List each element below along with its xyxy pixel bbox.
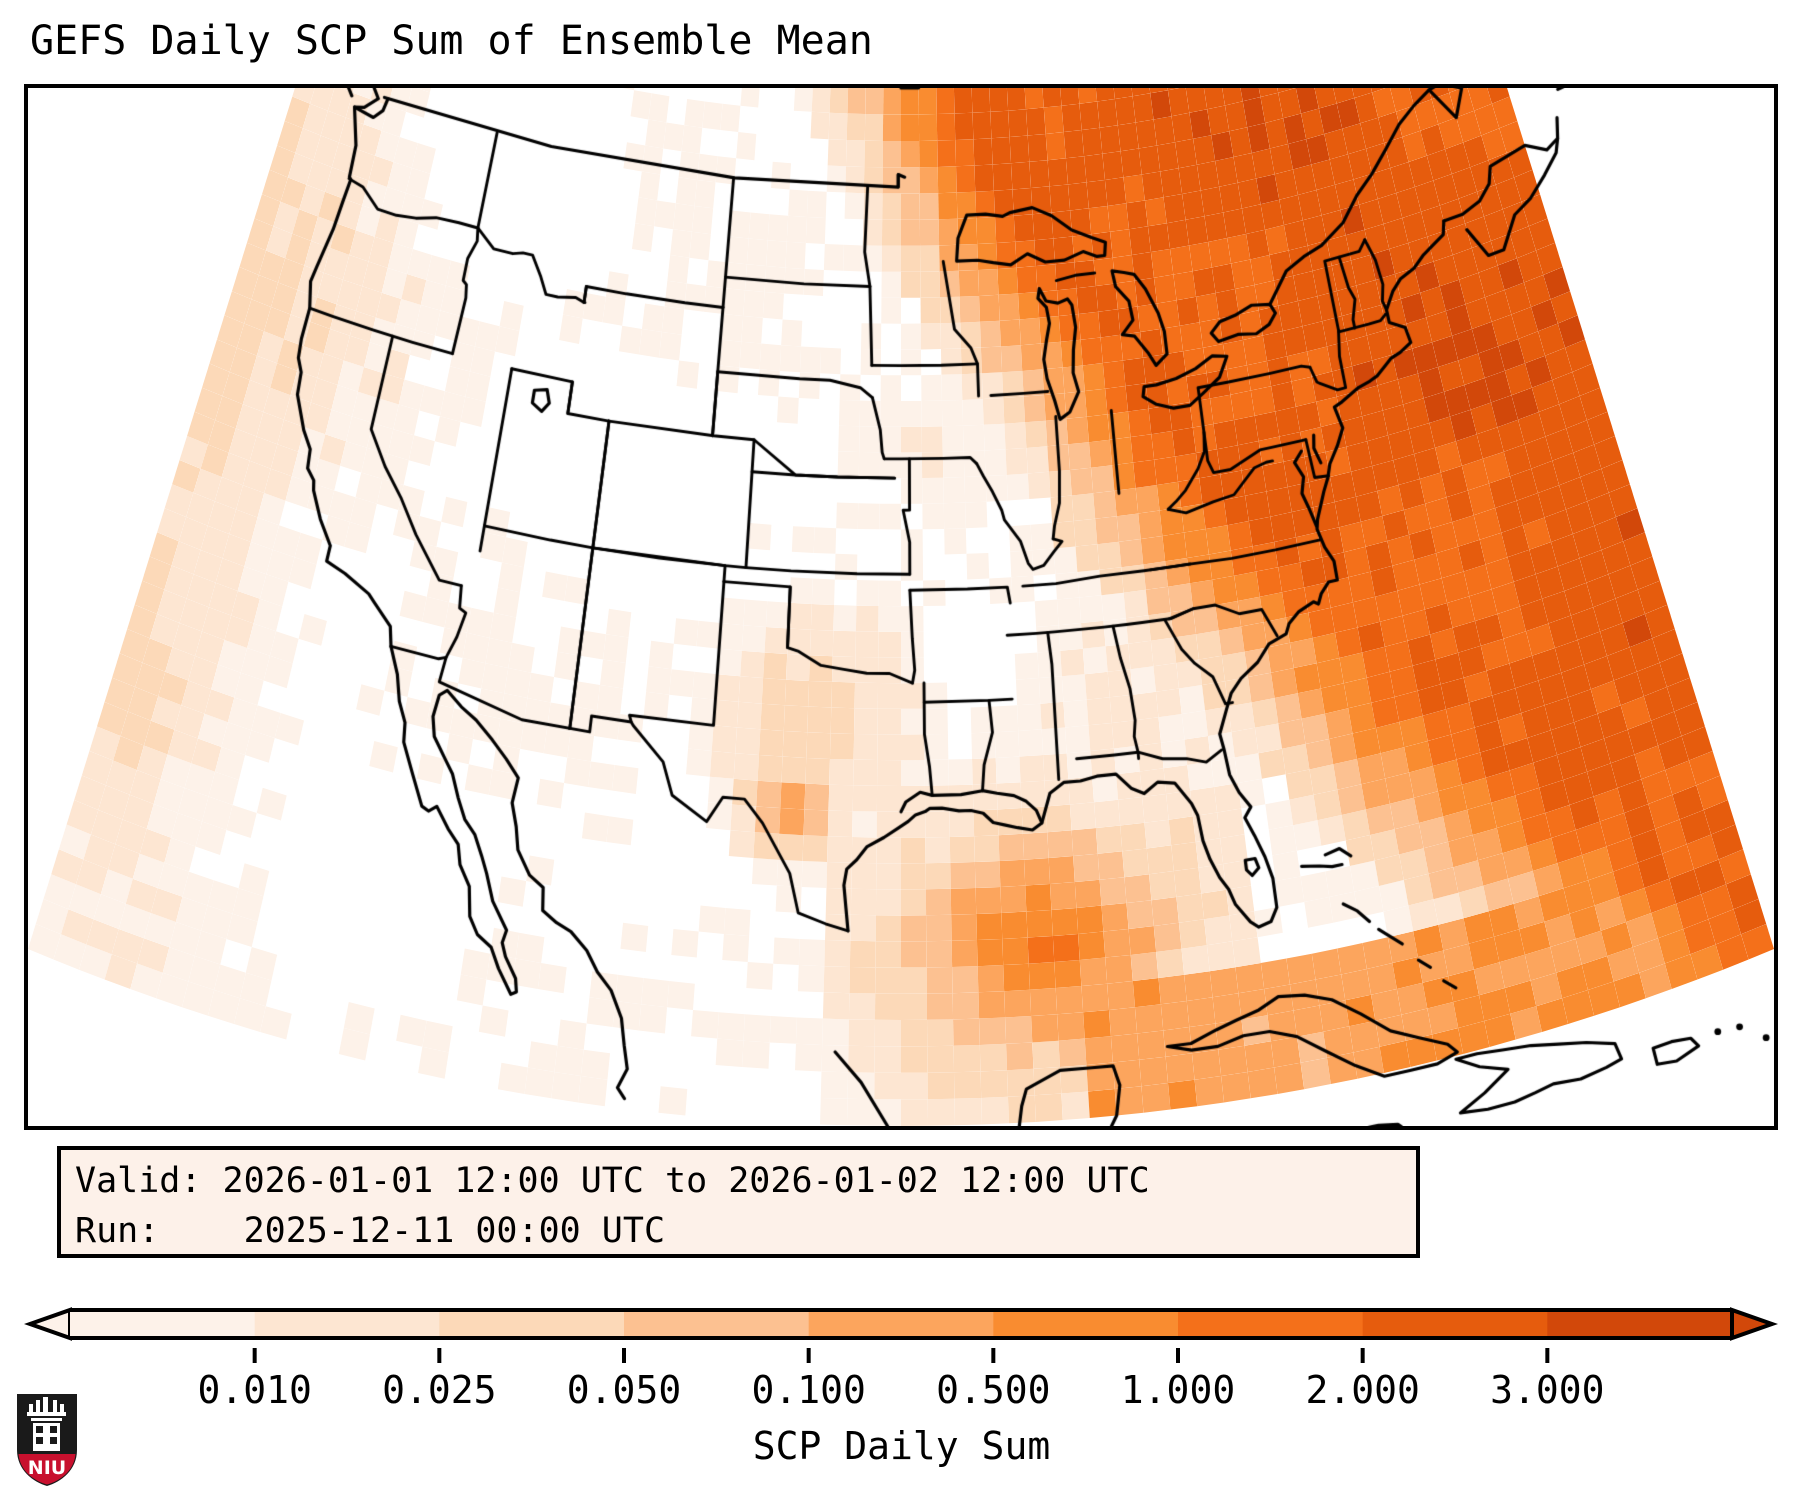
colorbar-tick-label: 1.000 xyxy=(1120,1368,1236,1412)
colorbar-tick-label: 3.000 xyxy=(1490,1368,1605,1412)
colorbar-tick-label: 0.100 xyxy=(751,1368,866,1412)
colorbar-band xyxy=(1547,1310,1733,1338)
colorbar-ticks xyxy=(252,1348,1550,1363)
run-time-line: Run: 2025-12-11 00:00 UTC xyxy=(75,1211,666,1251)
colorbar-band xyxy=(624,1310,810,1338)
colorbar-band xyxy=(439,1310,625,1338)
colorbar-gradient xyxy=(24,1307,1778,1341)
page-title: GEFS Daily SCP Sum of Ensemble Mean xyxy=(30,18,873,64)
colorbar-tick-label: 2.000 xyxy=(1305,1368,1420,1412)
colorbar-tick-labels: 0.010 0.025 0.050 0.100 0.500 1.000 2.000 3.000 xyxy=(0,1368,1803,1416)
colorbar-right-arrow xyxy=(1730,1307,1778,1341)
valid-run-info-box: Valid: 2026-01-01 12:00 UTC to 2026-01-0… xyxy=(57,1146,1420,1258)
valid-time-line: Valid: 2026-01-01 12:00 UTC to 2026-01-0… xyxy=(75,1161,1150,1201)
colorbar-left-arrow xyxy=(24,1307,72,1341)
colorbar-tick-label: 0.500 xyxy=(936,1368,1051,1412)
colorbar-band xyxy=(70,1310,256,1338)
logo-castle-windows xyxy=(36,1426,57,1444)
niu-logo: NIU xyxy=(17,1394,77,1486)
logo-shield-red xyxy=(18,1454,76,1485)
logo-text: NIU xyxy=(28,1457,66,1479)
map-boundaries-canvas xyxy=(28,88,1774,1126)
colorbar xyxy=(24,1302,1778,1348)
colorbar-tick-label: 0.025 xyxy=(382,1368,497,1412)
colorbar-axis-label: SCP Daily Sum xyxy=(752,1424,1051,1468)
colorbar-tick-label: 0.010 xyxy=(197,1368,312,1412)
colorbar-band xyxy=(254,1310,440,1338)
map-panel xyxy=(24,84,1778,1130)
colorbar-outline xyxy=(70,1308,1732,1340)
colorbar-band xyxy=(993,1310,1179,1338)
colorbar-tick-label: 0.050 xyxy=(566,1368,682,1412)
colorbar-band xyxy=(808,1310,994,1338)
colorbar-band xyxy=(1178,1310,1364,1338)
colorbar-band xyxy=(1362,1310,1548,1338)
